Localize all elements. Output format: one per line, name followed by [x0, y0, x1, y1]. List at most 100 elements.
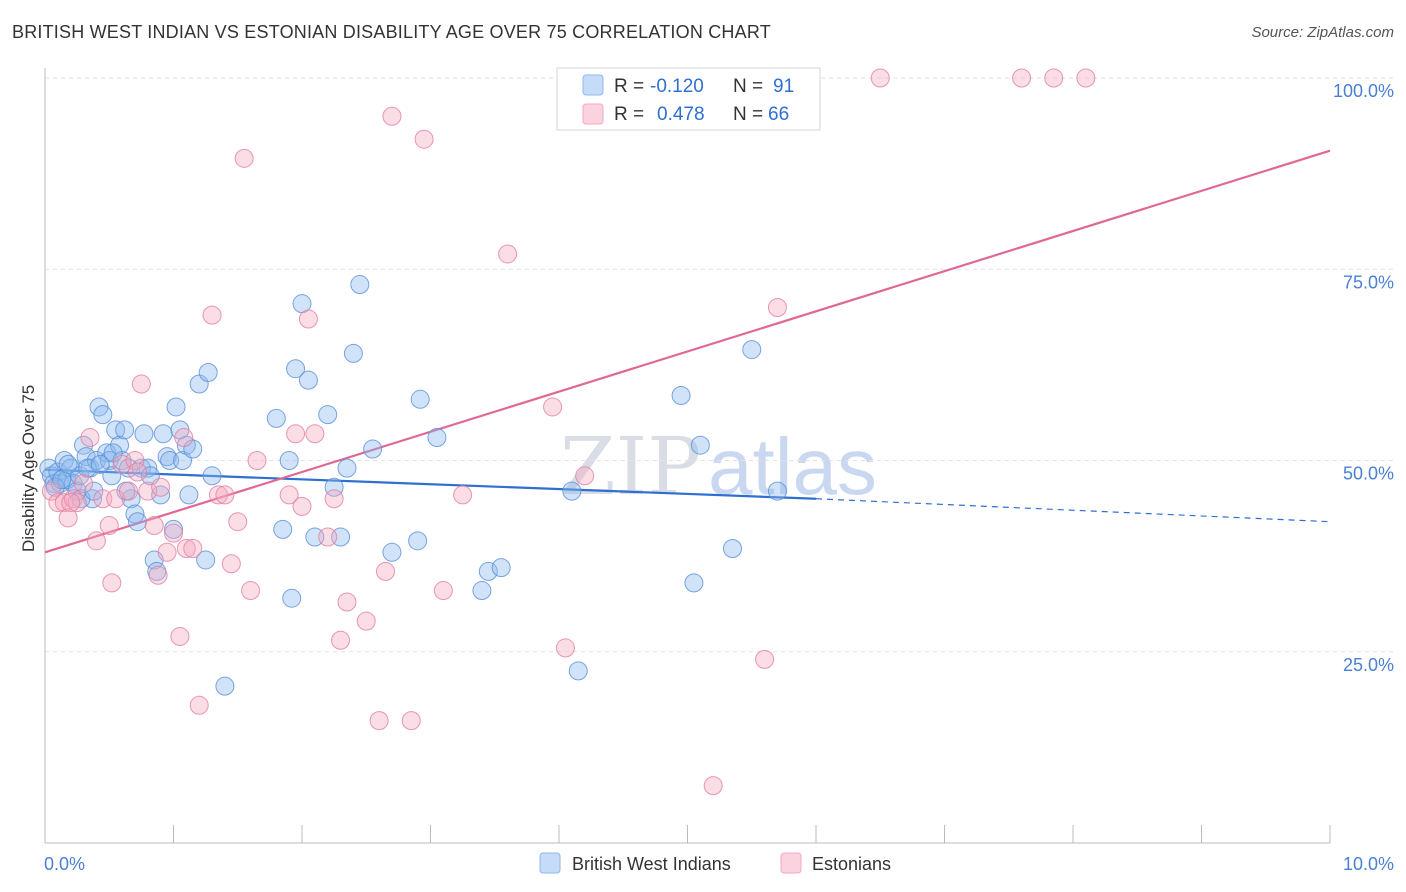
legend-r-value-2: 0.478	[657, 104, 705, 125]
legend-r-label-1: R =	[614, 76, 644, 97]
point-british-west-indian-79	[742, 340, 762, 360]
point-estonian-64	[1076, 68, 1096, 88]
point-estonian-22	[157, 542, 177, 562]
point-estonian-8	[86, 531, 106, 551]
point-british-west-indian-71	[478, 561, 498, 581]
point-british-west-indian-51	[266, 408, 286, 428]
point-estonian-28	[189, 695, 209, 715]
point-estonian-29	[202, 305, 222, 325]
point-estonian-49	[382, 106, 402, 126]
legend-swatch-pink	[582, 103, 604, 125]
point-british-west-indian-74	[568, 661, 588, 681]
point-british-west-indian-72	[491, 558, 511, 578]
point-british-west-indian-17	[93, 405, 113, 425]
point-estonian-43	[324, 489, 344, 509]
point-british-west-indian-67	[408, 531, 428, 551]
point-british-west-indian-78	[722, 538, 742, 558]
point-estonian-0	[41, 481, 61, 501]
point-estonian-33	[228, 512, 248, 532]
legend-n-value-2: 66	[768, 104, 789, 125]
point-british-west-indian-52	[273, 519, 293, 539]
point-british-west-indian-55	[286, 359, 306, 379]
y-tick-label-0: 25.0%	[1343, 655, 1394, 675]
point-estonian-56	[555, 638, 575, 658]
point-estonian-59	[755, 649, 775, 669]
point-british-west-indian-27	[125, 504, 145, 524]
data-points	[39, 68, 1096, 796]
point-estonian-30	[208, 485, 228, 505]
point-british-west-indian-75	[671, 385, 691, 405]
point-british-west-indian-77	[690, 435, 710, 455]
watermark: ZIP atlas	[560, 420, 877, 513]
point-estonian-36	[247, 451, 267, 470]
point-british-west-indian-24	[115, 420, 135, 440]
point-british-west-indian-49	[202, 466, 222, 486]
stats-legend: R = -0.120 N = 91 R = 0.478 N = 66	[556, 67, 821, 131]
point-british-west-indian-59	[318, 405, 338, 425]
point-british-west-indian-65	[363, 439, 383, 459]
point-estonian-20	[148, 565, 168, 585]
point-estonian-26	[176, 538, 196, 558]
series-legend: British West Indians Estonians	[539, 852, 891, 874]
point-estonian-11	[102, 573, 122, 593]
trend-line-british-west-indian	[44, 468, 817, 500]
y-axis-title: Disability Age Over 75	[19, 385, 38, 552]
point-british-west-indian-40	[166, 397, 186, 417]
point-british-west-indian-36	[153, 424, 173, 444]
point-british-west-indian-70	[472, 581, 492, 601]
point-estonian-25	[174, 428, 194, 448]
point-estonian-51	[414, 129, 434, 149]
point-british-west-indian-62	[337, 458, 357, 478]
point-estonian-7	[80, 428, 100, 448]
point-british-west-indian-76	[684, 573, 704, 593]
point-estonian-16	[128, 462, 148, 482]
point-estonian-14	[119, 481, 139, 501]
point-british-west-indian-14	[83, 489, 103, 509]
point-british-west-indian-11	[74, 435, 94, 455]
point-estonian-55	[543, 397, 563, 417]
point-british-west-indian-85	[77, 458, 97, 478]
point-estonian-61	[870, 68, 890, 88]
point-estonian-60	[767, 298, 787, 317]
point-estonian-35	[241, 581, 261, 601]
legend-r-value-1: -0.120	[650, 76, 704, 97]
point-estonian-54	[498, 244, 518, 264]
y-tick-label-3: 100.0%	[1333, 81, 1394, 101]
point-british-west-indian-69	[427, 428, 447, 448]
point-estonian-65	[61, 493, 81, 513]
point-british-west-indian-5	[54, 451, 74, 470]
point-estonian-47	[369, 711, 389, 731]
trend-lines	[44, 149, 1331, 554]
point-estonian-15	[125, 451, 145, 470]
point-estonian-13	[112, 454, 132, 474]
point-british-west-indian-35	[151, 485, 171, 505]
y-tick-labels: 25.0% 50.0% 75.0% 100.0%	[1333, 81, 1394, 675]
point-estonian-32	[221, 554, 241, 574]
point-estonian-3	[58, 508, 78, 528]
trend-line-extension-british-west-indian	[815, 498, 1331, 523]
point-estonian-44	[331, 630, 351, 650]
point-estonian-58	[703, 776, 723, 796]
legend-n-label-1: N =	[733, 76, 763, 97]
point-british-west-indian-28	[128, 512, 148, 532]
point-estonian-50	[401, 711, 421, 731]
point-british-west-indian-30	[134, 424, 154, 444]
point-estonian-46	[356, 611, 376, 631]
legend-n-label-2: N =	[733, 104, 763, 125]
point-estonian-53	[453, 485, 473, 505]
point-british-west-indian-81	[45, 477, 65, 497]
point-estonian-52	[433, 581, 453, 601]
point-british-west-indian-73	[562, 481, 582, 501]
point-estonian-57	[575, 466, 595, 486]
point-estonian-62	[1012, 68, 1032, 88]
point-british-west-indian-50	[215, 676, 235, 696]
bottom-legend-label-blue: British West Indians	[572, 854, 731, 874]
point-british-west-indian-83	[58, 454, 78, 474]
point-estonian-5	[67, 493, 87, 513]
point-estonian-34	[234, 148, 254, 168]
point-british-west-indian-66	[382, 542, 402, 562]
point-estonian-63	[1044, 68, 1064, 88]
bottom-legend-swatch-pink	[780, 852, 802, 874]
point-estonian-21	[151, 477, 171, 497]
